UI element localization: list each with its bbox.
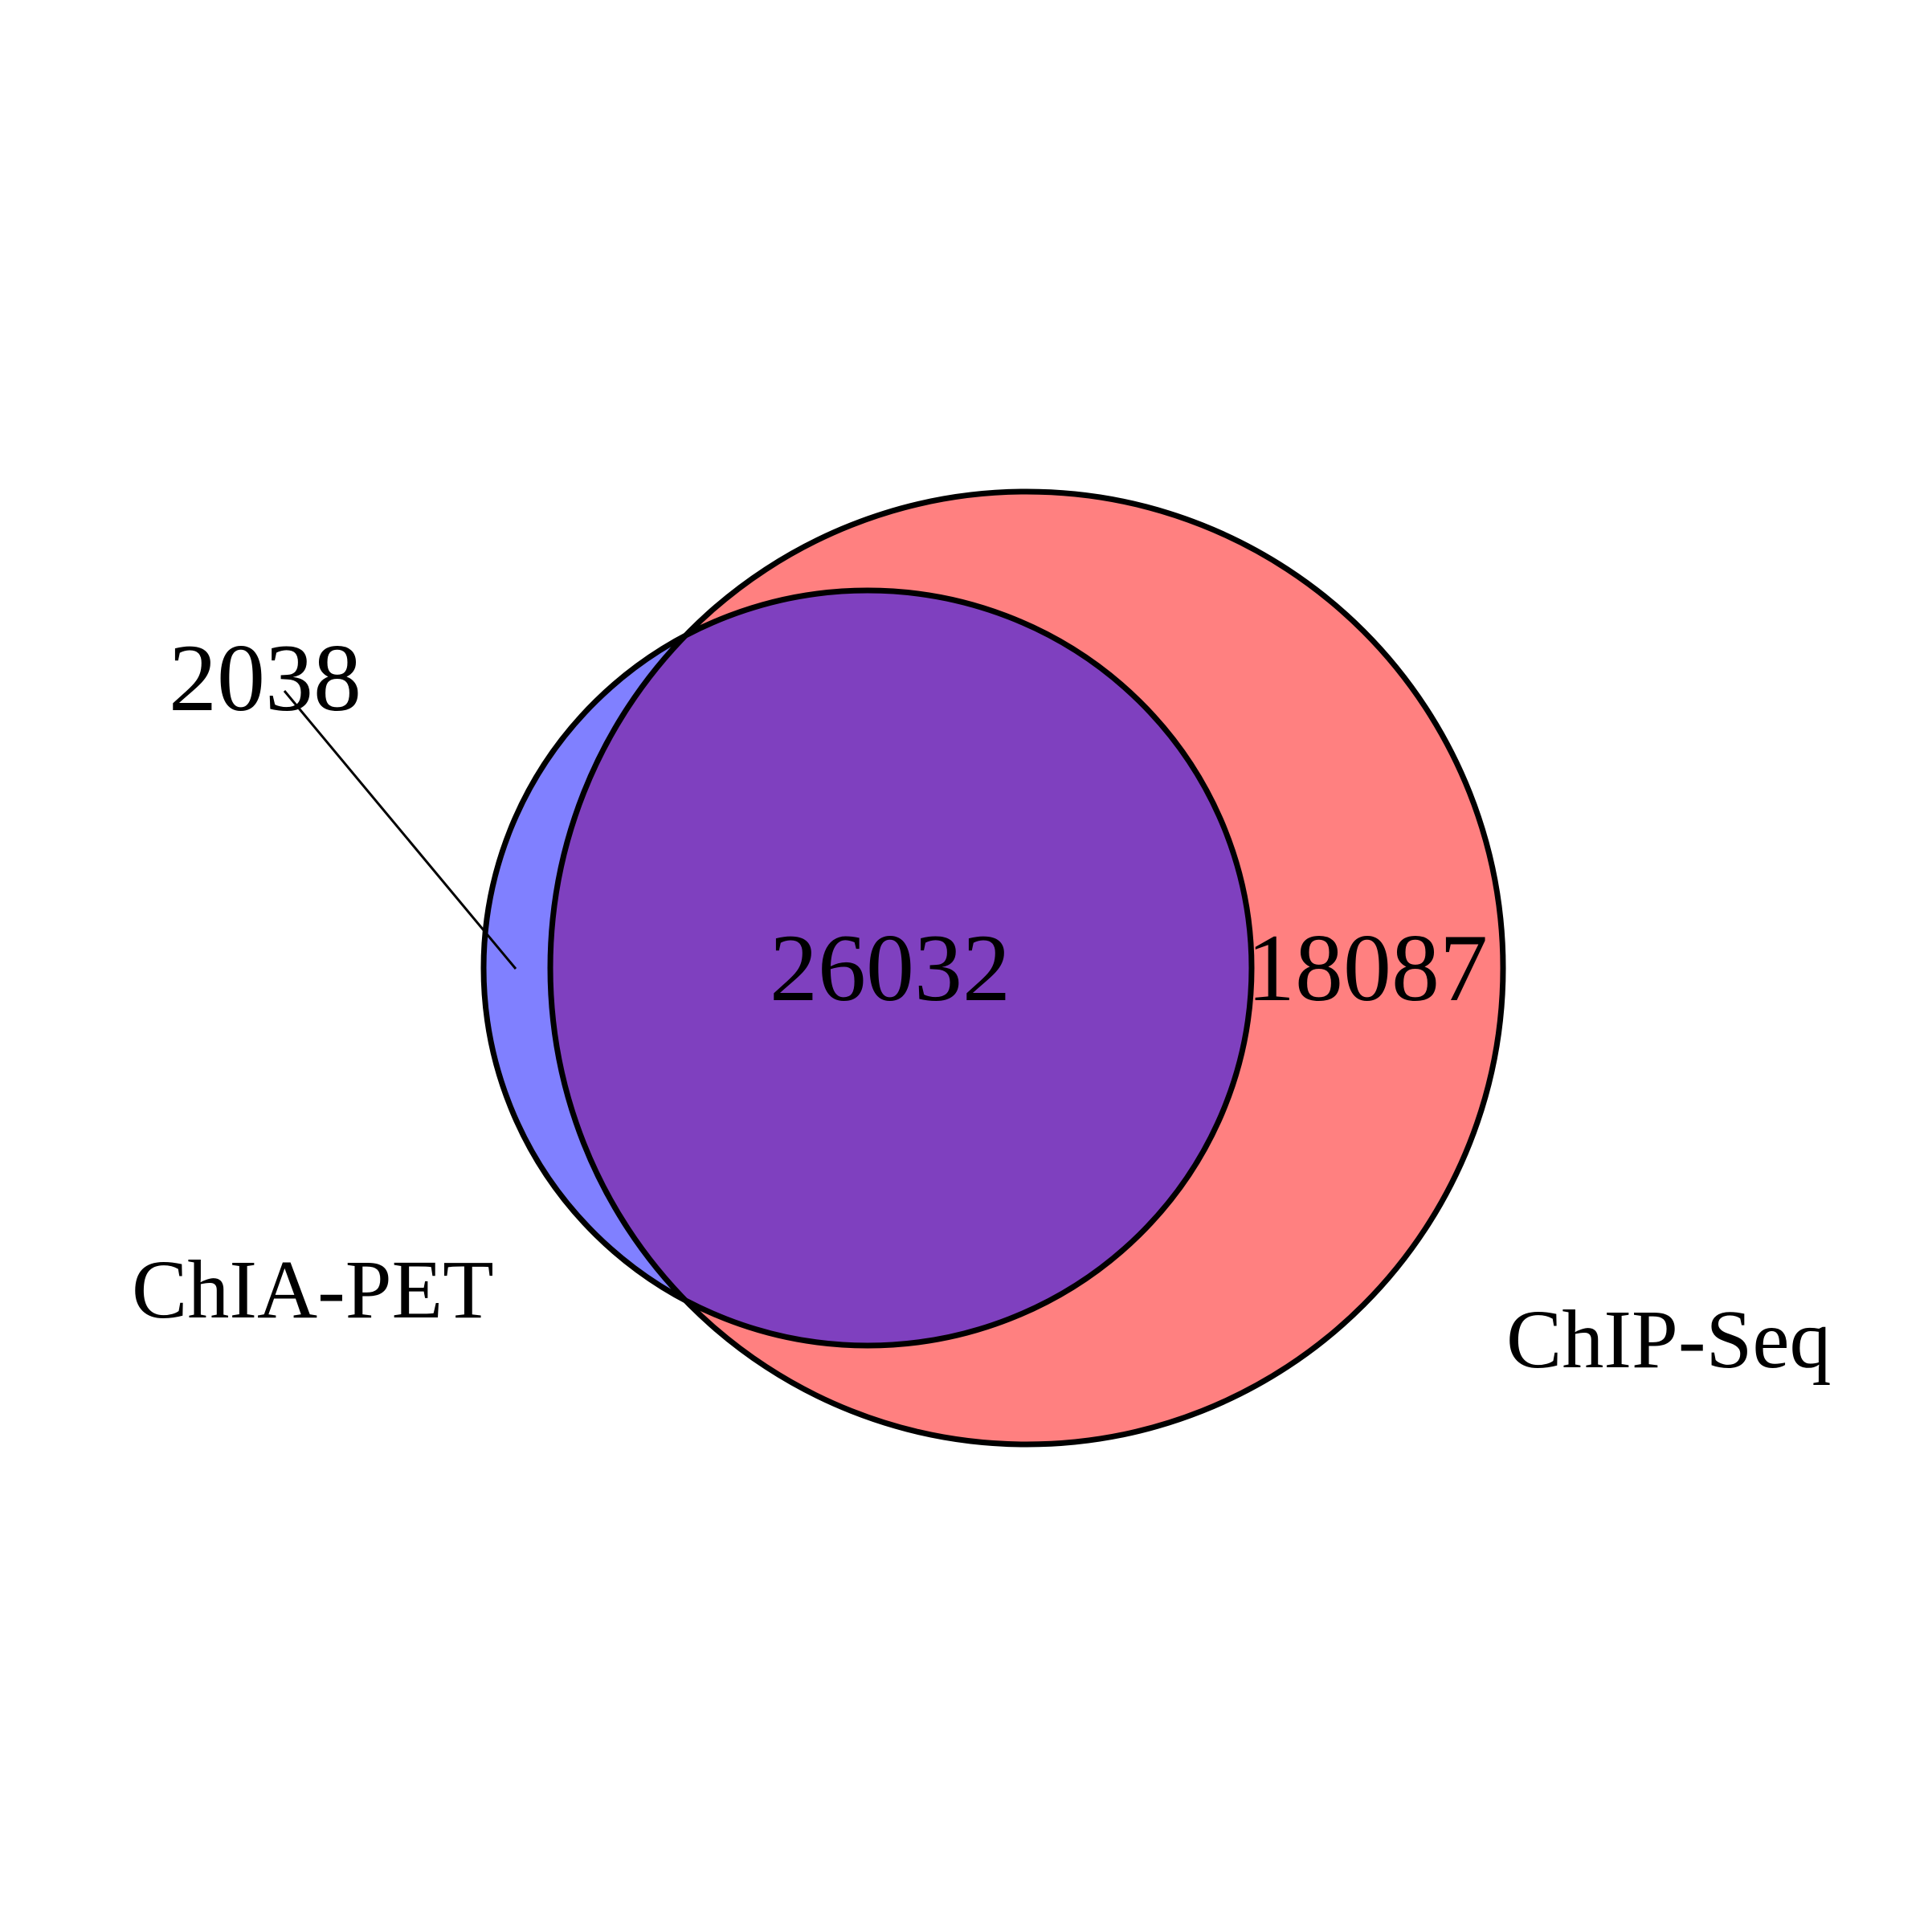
chip-seq-label: ChIP-Seq bbox=[1506, 1293, 1831, 1386]
chip-seq-only-count: 18087 bbox=[1247, 914, 1488, 1021]
chia-pet-outline bbox=[480, 587, 1255, 1349]
overlap-region bbox=[550, 590, 1252, 1346]
chia-pet-only-count: 2038 bbox=[169, 624, 362, 731]
chia-pet-label: ChIA-PET bbox=[132, 1244, 494, 1336]
leader-line bbox=[283, 690, 517, 970]
chip-seq-outline bbox=[547, 488, 1506, 1448]
overlap-count: 26032 bbox=[770, 914, 1011, 1021]
